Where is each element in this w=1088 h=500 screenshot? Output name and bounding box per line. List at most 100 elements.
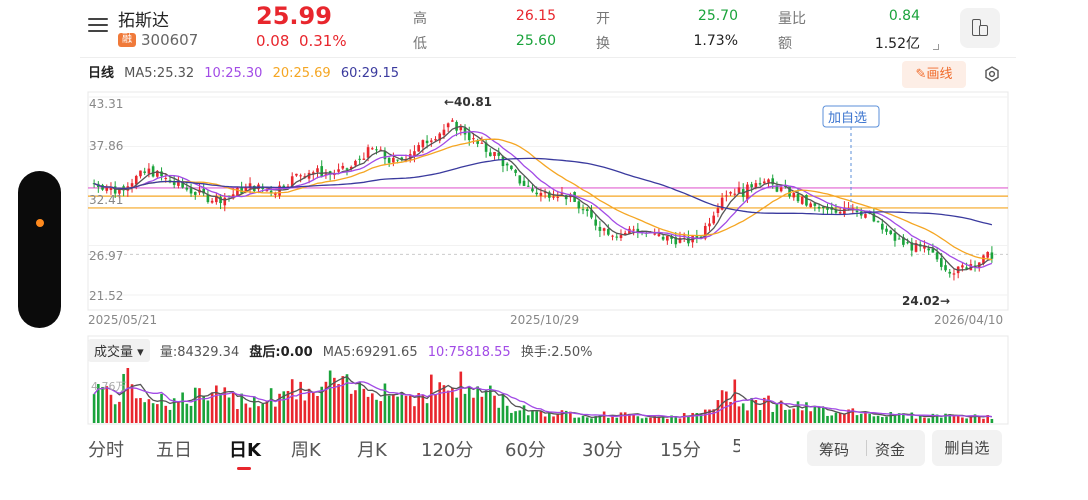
remove-watchlist-button[interactable]: 删自选 — [932, 430, 1002, 466]
candle-body — [185, 187, 189, 190]
candle-body — [779, 187, 783, 192]
volume-bar — [843, 413, 846, 423]
candle-body — [548, 192, 551, 198]
volume-bar — [451, 387, 454, 423]
candle-body — [429, 140, 433, 142]
amount-label: 额 — [778, 36, 792, 52]
volume-bar — [501, 393, 505, 423]
volume-bar — [215, 385, 218, 423]
volume-bar — [328, 370, 332, 423]
volume-bar — [712, 409, 716, 423]
volume-bar — [910, 412, 914, 423]
side-panel-handle[interactable] — [18, 171, 61, 328]
candle-body — [800, 196, 804, 204]
volume-bar — [611, 416, 614, 423]
volume-bar — [628, 413, 631, 423]
candle-body — [792, 192, 796, 198]
tab-60min[interactable]: 60分 — [505, 440, 546, 461]
candle-body — [699, 236, 703, 238]
volume-bar — [126, 368, 130, 423]
indicator-selector[interactable]: 成交量 ▾ — [88, 339, 150, 362]
candle-body — [805, 195, 808, 206]
volume-bar — [657, 416, 661, 423]
device-switch-button[interactable] — [960, 8, 1000, 48]
candle-body — [619, 235, 623, 239]
tab-five-day[interactable]: 五日 — [156, 440, 192, 461]
active-tab-indicator — [237, 467, 251, 470]
margin-badge: 融 — [118, 33, 136, 47]
volume-bar — [257, 406, 260, 423]
candle-body — [838, 212, 842, 214]
volume-bar — [590, 418, 593, 423]
candle-body — [880, 223, 884, 230]
candle-body — [219, 197, 222, 204]
candle-body — [210, 200, 214, 203]
candle-body — [139, 170, 142, 177]
volume-bar — [826, 415, 829, 423]
volume-bar — [164, 405, 168, 423]
quote-header: 拓斯达 融 300607 25.99 0.08 0.31% 高 低 26.15 … — [80, 0, 1016, 58]
volume-bar — [181, 392, 184, 423]
volume-bar — [821, 407, 825, 423]
tab-intraday[interactable]: 分时 — [88, 440, 124, 461]
volume-bar — [227, 397, 231, 423]
price-panel-border — [87, 91, 1009, 311]
volume-bar — [737, 406, 741, 423]
volume-bar — [703, 409, 707, 423]
volume-bar — [758, 409, 762, 423]
tab-daily-k[interactable]: 日K — [229, 440, 261, 461]
candle-body — [598, 226, 602, 231]
volume-bar — [581, 415, 585, 423]
volume-bar — [649, 417, 652, 423]
tab-5min[interactable]: 5 — [732, 436, 740, 457]
tab-monthly-k[interactable]: 月K — [357, 440, 387, 461]
candle-body — [670, 236, 673, 239]
tab-30min[interactable]: 30分 — [582, 440, 623, 461]
candle-body — [164, 177, 168, 179]
period-tabs: 分时 五日 日K 周K 月K 120分 60分 30分 15分 5 筹码 资金 … — [80, 430, 1016, 478]
volume-bar — [977, 415, 981, 423]
tab-weekly-k[interactable]: 周K — [291, 440, 321, 461]
volume-bar — [813, 406, 817, 423]
kline-chart[interactable]: 43.31 37.86 32.41 26.97 21.52 ←40.81 24.… — [80, 88, 1010, 430]
resize-icon — [933, 44, 939, 50]
volume-bar — [897, 413, 901, 423]
volume-bar — [101, 386, 104, 423]
volume-bar — [480, 396, 484, 423]
candle-body — [375, 149, 378, 151]
stock-code: 300607 — [141, 31, 199, 49]
low-marker: 24.02→ — [902, 294, 950, 308]
candle-body — [712, 215, 716, 224]
volume-bar — [484, 390, 488, 423]
volume-bar — [404, 395, 408, 423]
volume-bar — [345, 374, 349, 423]
volume-bar — [678, 418, 682, 423]
candle-body — [539, 192, 543, 196]
volume-bar — [497, 407, 501, 423]
funds-button[interactable]: 资金 — [875, 441, 906, 459]
candle-body — [897, 238, 901, 240]
volume-header: 成交量 ▾ 量:84329.34 盘后:0.00 MA5:69291.65 10… — [88, 339, 599, 362]
candle-body — [961, 265, 964, 268]
settings-icon[interactable] — [984, 66, 1000, 82]
chips-button[interactable]: 筹码 — [819, 441, 850, 459]
volume-bar — [990, 418, 994, 423]
candle-body — [265, 189, 269, 192]
turnover-rate: 换手:2.50% — [520, 345, 593, 360]
candle-body — [834, 210, 838, 213]
candle-body — [324, 173, 328, 175]
candle-body — [674, 237, 678, 245]
menu-icon[interactable] — [88, 16, 110, 34]
tab-120min[interactable]: 120分 — [421, 440, 474, 461]
volume-bar — [467, 386, 471, 423]
candle-body — [729, 192, 732, 194]
candle-body — [408, 154, 412, 160]
tab-15min[interactable]: 15分 — [660, 440, 701, 461]
volume-bar — [805, 402, 808, 423]
candle-body — [893, 233, 897, 241]
volume-bar — [708, 409, 711, 423]
candle-body — [442, 129, 446, 136]
volume-bar — [476, 386, 479, 423]
current-price: 25.99 — [256, 2, 332, 30]
draw-line-button[interactable]: ✎画线 — [902, 61, 966, 88]
